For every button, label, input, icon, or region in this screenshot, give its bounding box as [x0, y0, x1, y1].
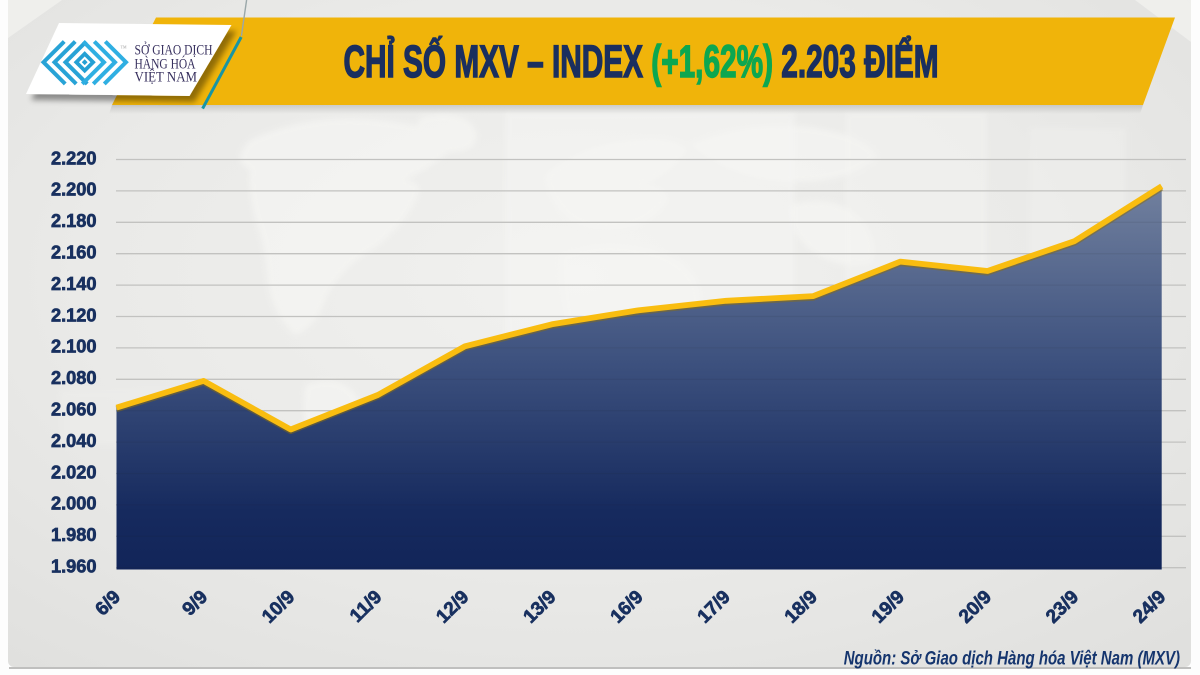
svg-text:2.100: 2.100	[51, 337, 97, 357]
svg-text:2.040: 2.040	[51, 431, 97, 451]
svg-text:2.160: 2.160	[51, 243, 97, 263]
svg-text:VIỆT NAM: VIỆT NAM	[135, 68, 198, 85]
svg-text:1.960: 1.960	[51, 557, 97, 577]
svg-text:2.180: 2.180	[51, 211, 97, 231]
svg-text:2.020: 2.020	[51, 462, 97, 482]
svg-text:2.120: 2.120	[51, 305, 97, 325]
svg-text:TM: TM	[121, 44, 127, 49]
svg-text:2.000: 2.000	[51, 494, 97, 514]
svg-text:1.980: 1.980	[51, 525, 97, 545]
svg-text:2.220: 2.220	[51, 148, 97, 168]
svg-text:2.060: 2.060	[51, 400, 97, 420]
svg-text:SỞ GIAO DỊCH: SỞ GIAO DỊCH	[135, 42, 213, 59]
svg-text:2.140: 2.140	[51, 274, 97, 294]
svg-text:2.200: 2.200	[51, 180, 97, 200]
svg-text:CHỈ SỐ MXV – INDEX (+1,62%) 2.: CHỈ SỐ MXV – INDEX (+1,62%) 2.203 ĐIỂM	[343, 35, 938, 88]
svg-text:Nguồn: Sở Giao dịch Hàng hóa V: Nguồn: Sở Giao dịch Hàng hóa Việt Nam (M…	[844, 646, 1180, 668]
svg-text:2.080: 2.080	[51, 368, 97, 388]
svg-text:HÀNG HÓA: HÀNG HÓA	[135, 56, 197, 73]
